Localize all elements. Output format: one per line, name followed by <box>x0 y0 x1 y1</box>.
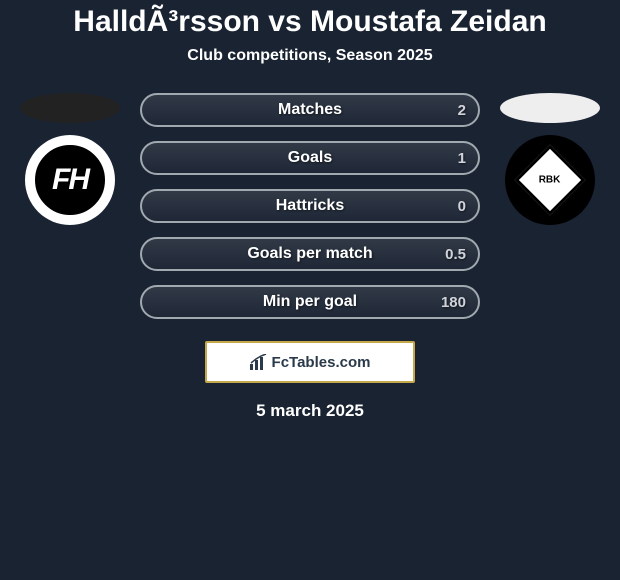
stat-label: Hattricks <box>276 197 344 215</box>
footer-brand-text: FcTables.com <box>272 354 371 371</box>
stat-value: 2 <box>458 102 466 119</box>
page-title: HalldÃ³rsson vs Moustafa Zeidan <box>0 5 620 39</box>
footer-brand-badge: FcTables.com <box>205 341 415 383</box>
left-placeholder-ellipse <box>20 93 120 123</box>
content-row: FH Matches 2 Goals 1 Hattricks 0 Goals p… <box>0 93 620 319</box>
stat-value: 0 <box>458 198 466 215</box>
stat-bar-hattricks: Hattricks 0 <box>140 189 480 223</box>
stat-label: Goals per match <box>247 245 372 263</box>
right-placeholder-ellipse <box>500 93 600 123</box>
left-side: FH <box>15 93 125 225</box>
rbk-logo: RBK <box>512 142 588 218</box>
page-subtitle: Club competitions, Season 2025 <box>0 47 620 65</box>
fh-logo: FH <box>32 142 108 218</box>
stat-bar-matches: Matches 2 <box>140 93 480 127</box>
chart-icon <box>250 354 268 370</box>
stats-column: Matches 2 Goals 1 Hattricks 0 Goals per … <box>140 93 480 319</box>
right-club-badge: RBK <box>505 135 595 225</box>
infographic-container: HalldÃ³rsson vs Moustafa Zeidan Club com… <box>0 0 620 421</box>
stat-bar-min-per-goal: Min per goal 180 <box>140 285 480 319</box>
stat-label: Min per goal <box>263 293 357 311</box>
date-text: 5 march 2025 <box>0 401 620 421</box>
stat-label: Goals <box>288 149 332 167</box>
right-side: RBK <box>495 93 605 225</box>
rbk-text: RBK <box>539 174 561 185</box>
stat-value: 180 <box>441 294 466 311</box>
stat-label: Matches <box>278 101 342 119</box>
stat-bar-goals-per-match: Goals per match 0.5 <box>140 237 480 271</box>
stat-value: 1 <box>458 150 466 167</box>
stat-bar-goals: Goals 1 <box>140 141 480 175</box>
rbk-diamond: RBK <box>515 145 586 216</box>
stat-value: 0.5 <box>445 246 466 263</box>
left-club-badge: FH <box>25 135 115 225</box>
